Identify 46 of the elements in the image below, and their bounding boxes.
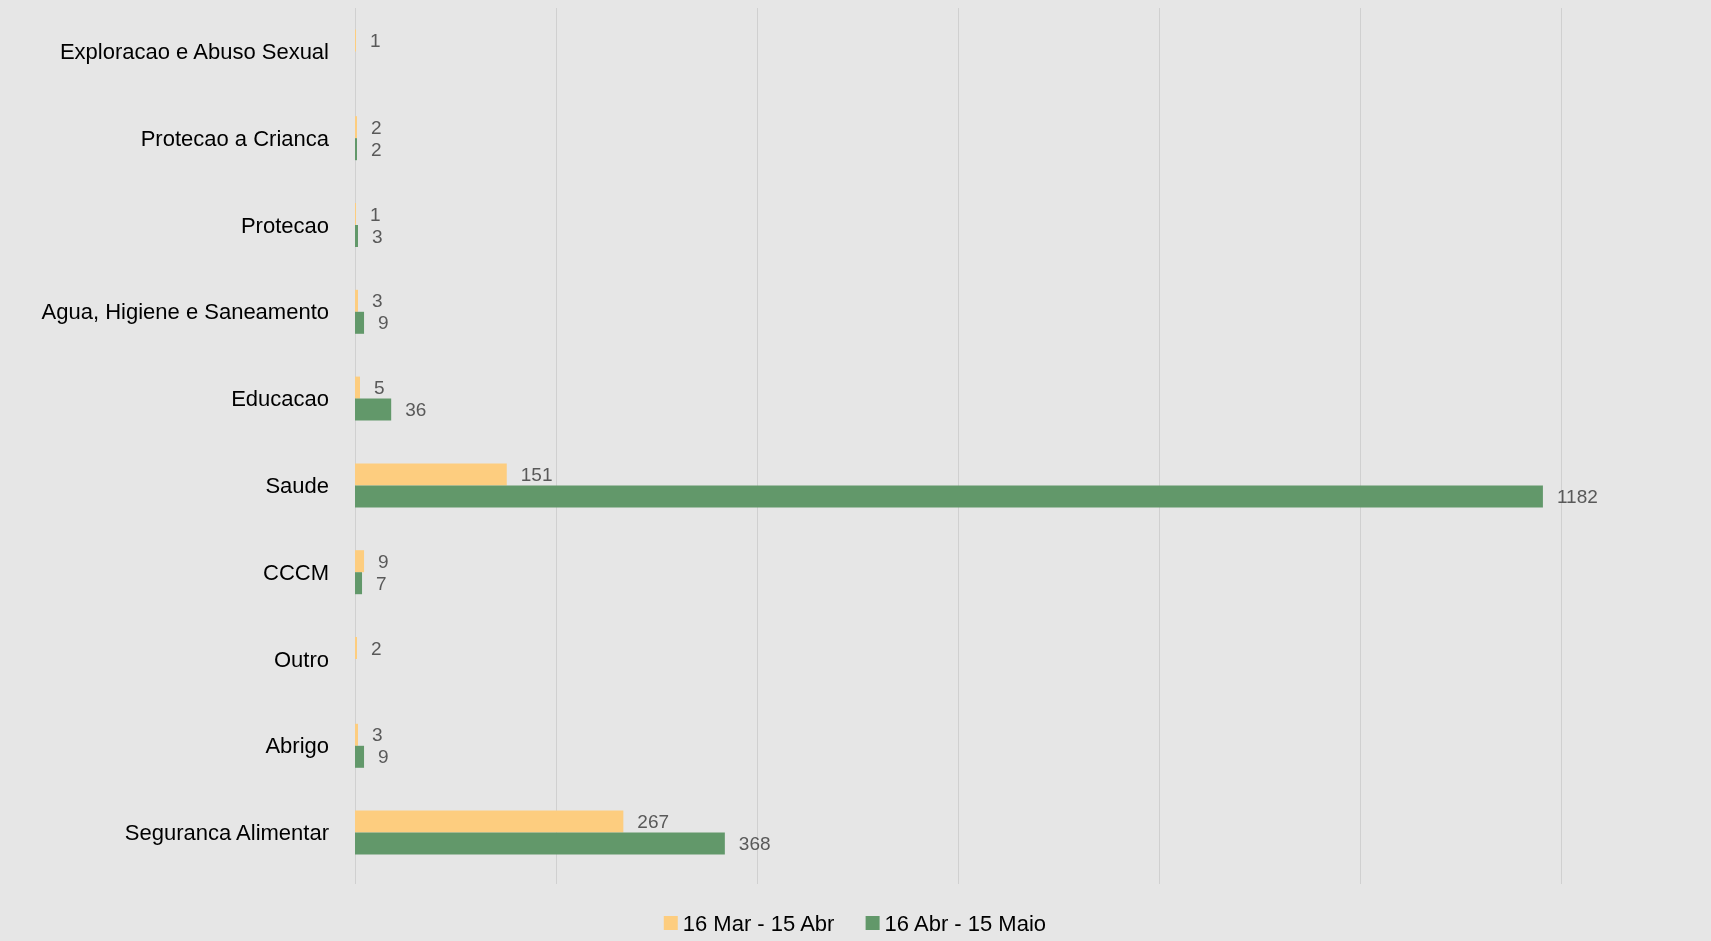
- data-label: 1182: [1556, 485, 1598, 507]
- y-tick-label: Outro: [273, 646, 329, 672]
- bar: [355, 398, 392, 421]
- bar: [355, 138, 358, 161]
- y-tick-label: Agua, Higiene e Saneamento: [41, 299, 329, 325]
- data-label: 5: [374, 377, 385, 399]
- bar: [355, 311, 365, 334]
- y-tick-label: Saude: [265, 472, 329, 498]
- bar: [355, 463, 507, 486]
- bar: [355, 745, 365, 768]
- bar: [355, 550, 365, 573]
- data-label: 151: [520, 463, 553, 485]
- bar: [355, 810, 624, 833]
- y-tick-label: CCCM: [263, 559, 329, 585]
- data-label: 368: [738, 833, 771, 855]
- bar: [355, 637, 358, 659]
- data-label: 9: [378, 550, 389, 572]
- bar: [355, 376, 361, 399]
- y-tick-label: Protecao a Crianca: [140, 125, 330, 151]
- bar: [355, 225, 359, 247]
- bar: [355, 116, 358, 139]
- data-label: 9: [378, 312, 389, 334]
- bar: [355, 723, 359, 746]
- data-label: 1: [370, 29, 381, 51]
- data-label: 9: [378, 746, 389, 768]
- data-label: 2: [371, 138, 382, 160]
- data-label: 2: [371, 637, 382, 659]
- bar: [355, 572, 363, 595]
- legend-label: 16 Abr - 15 Maio: [884, 910, 1047, 936]
- bar: [355, 289, 359, 312]
- data-label: 1: [370, 203, 381, 225]
- bar: [355, 485, 1543, 508]
- y-tick-label: Abrigo: [265, 733, 329, 759]
- legend-label: 16 Mar - 15 Abr: [682, 910, 835, 936]
- y-tick-label: Seguranca Alimentar: [124, 820, 329, 846]
- data-label: 3: [372, 290, 383, 312]
- data-label: 3: [372, 724, 383, 746]
- y-tick-label: Educacao: [231, 386, 329, 412]
- data-label: 36: [405, 399, 427, 421]
- y-tick-label: Protecao: [240, 212, 329, 238]
- data-label: 7: [376, 572, 387, 594]
- data-label: 2: [371, 116, 382, 138]
- bar: [355, 832, 725, 855]
- data-label: 3: [372, 225, 383, 247]
- data-label: 267: [637, 811, 670, 833]
- y-tick-label: Exploracao e Abuso Sexual: [59, 38, 329, 64]
